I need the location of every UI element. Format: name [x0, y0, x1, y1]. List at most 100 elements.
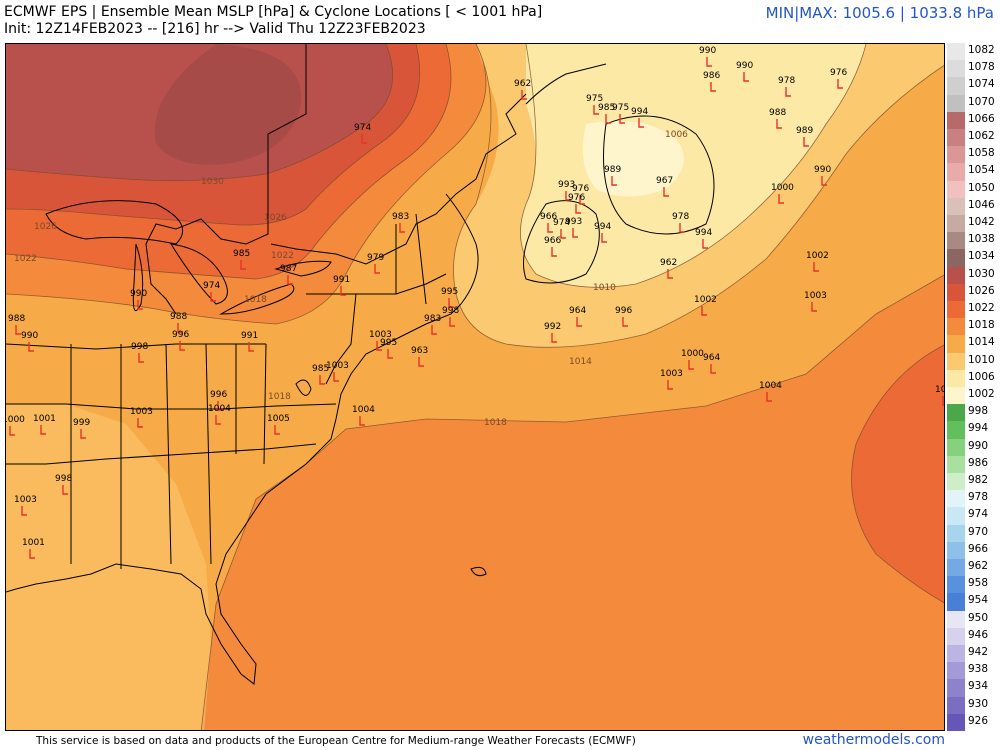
coastlines	[6, 44, 715, 685]
legend-swatch	[947, 283, 965, 301]
legend-entry: 1062	[947, 129, 1000, 147]
isobar-label-group: 1030 1026 1026 1022 1022 1018 1018 1018 …	[14, 130, 688, 428]
low-marker-icon	[601, 233, 607, 243]
cyclone-pressure-label: 988	[8, 314, 25, 324]
low-marker-icon	[778, 194, 784, 204]
cyclone-pressure-label: 1003	[369, 330, 392, 340]
low-marker-icon	[821, 176, 827, 186]
band-1018-south	[201, 275, 944, 730]
legend-entry: 1022	[947, 301, 1000, 319]
low-marker-icon	[803, 137, 809, 147]
low-marker-icon	[40, 425, 46, 435]
isobar-label: 1018	[244, 295, 267, 305]
cyclone-pressure-label: 967	[656, 176, 673, 186]
legend-label: 994	[968, 422, 989, 435]
legend-entry: 958	[947, 576, 1000, 594]
low-marker-icon	[137, 418, 143, 428]
cyclone-pressure-label: 987	[280, 264, 297, 274]
legend-entry: 950	[947, 610, 1000, 628]
cyclone-pressure-label: 1000	[771, 183, 794, 193]
low-marker-icon	[449, 317, 455, 327]
low-marker-icon	[431, 325, 437, 335]
legend-swatch	[947, 662, 965, 680]
low-marker-icon	[622, 317, 628, 327]
legend-entry: 1010	[947, 352, 1000, 370]
legend-swatch	[947, 352, 965, 370]
legend-entry: 1078	[947, 60, 1000, 78]
cyclone-pressure-label: 988	[170, 312, 187, 322]
low-marker-icon	[619, 114, 625, 124]
legend-label: 1066	[968, 112, 995, 125]
legend-entry: 942	[947, 645, 1000, 663]
cyclone-pressure-label: 1002	[935, 385, 945, 395]
legend-label: 1050	[968, 181, 995, 194]
legend-label: 990	[968, 439, 989, 452]
legend-swatch	[947, 232, 965, 250]
cyclone-pressure-label: 1001	[22, 538, 45, 548]
cyclone-pressure-label: 1000	[6, 415, 25, 425]
isobar-lines	[6, 44, 944, 730]
low-marker-icon	[333, 372, 339, 382]
low-marker-icon	[361, 134, 367, 144]
legend-swatch	[947, 335, 965, 353]
cyclone-pressure-label: 994	[631, 107, 648, 117]
low-marker-icon	[706, 57, 712, 67]
cyclone-pressure-label: 976	[830, 68, 847, 78]
legend-swatch	[947, 197, 965, 215]
low-marker-icon	[593, 105, 599, 115]
legend-swatch	[947, 455, 965, 473]
low-marker-icon	[240, 260, 246, 270]
cyclone-pressure-label: 998	[55, 474, 72, 484]
legend-entry: 1050	[947, 180, 1000, 198]
legend-swatch	[947, 473, 965, 491]
cyclone-pressure-label: 974	[354, 123, 371, 133]
cyclone-pressure-label: 1003	[130, 407, 153, 417]
legend-swatch	[947, 318, 965, 336]
cyclone-pressure-label: 998	[131, 342, 148, 352]
legend-swatch	[947, 249, 965, 267]
pressure-map: 1030 1026 1026 1022 1022 1018 1018 1018 …	[5, 43, 945, 731]
legend-entry: 938	[947, 662, 1000, 680]
legend-label: 938	[968, 663, 989, 676]
legend-swatch	[947, 524, 965, 542]
cyclone-pressure-label: 983	[424, 314, 441, 324]
low-marker-icon	[942, 396, 944, 406]
legend-label: 1034	[968, 250, 995, 263]
legend-swatch	[947, 266, 965, 284]
low-marker-icon	[702, 239, 708, 249]
low-marker-icon	[29, 549, 35, 559]
low-marker-icon	[9, 426, 15, 436]
site-link[interactable]: weathermodels.com	[802, 732, 945, 748]
cyclone-pressure-label: 964	[703, 353, 720, 363]
low-marker-icon	[376, 341, 382, 351]
legend-swatch	[947, 541, 965, 559]
legend-swatch	[947, 180, 965, 198]
legend-label: 1002	[968, 388, 995, 400]
legend-entry: 930	[947, 696, 1000, 714]
cyclone-pressure-label: 990	[130, 289, 147, 299]
legend-swatch	[947, 369, 965, 387]
low-marker-icon	[359, 416, 365, 426]
cyclone-pressure-label: 978	[672, 212, 689, 222]
isobar-label: 1018	[484, 418, 507, 428]
legend-label: 986	[968, 456, 989, 469]
low-marker-icon	[21, 506, 27, 516]
low-marker-icon	[576, 317, 582, 327]
legend-swatch	[947, 696, 965, 714]
low-marker-icon	[177, 323, 183, 333]
legend-swatch	[947, 627, 965, 645]
legend-label: 1018	[968, 319, 995, 332]
legend-swatch	[947, 43, 965, 61]
cyclone-pressure-label: 996	[615, 306, 632, 316]
legend-entry: 1082	[947, 43, 1000, 61]
legend-label: 962	[968, 560, 989, 572]
cyclone-pressure-label: 993	[558, 180, 575, 190]
cyclone-pressure-label: 1000	[681, 349, 704, 359]
cyclone-pressure-label: 974	[553, 218, 570, 228]
cyclone-pressure-label: 989	[796, 126, 813, 136]
legend-label: 1082	[968, 44, 995, 56]
legend-entry: 1054	[947, 163, 1000, 181]
low-marker-icon	[638, 118, 644, 128]
legend-swatch	[947, 490, 965, 508]
low-marker-icon	[179, 341, 185, 351]
